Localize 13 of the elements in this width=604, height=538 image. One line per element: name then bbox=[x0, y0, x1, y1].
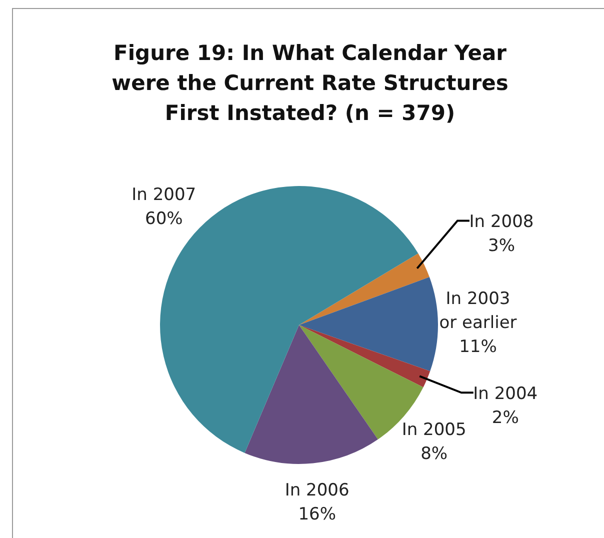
slice-label: In 2005 bbox=[402, 420, 466, 440]
slice-label: In 2003 or earlier bbox=[439, 289, 517, 334]
slice-label: In 2006 bbox=[284, 480, 350, 501]
data-label: 8% bbox=[420, 444, 448, 464]
slice-label: In 2008 bbox=[469, 212, 534, 232]
data-label: 60% bbox=[145, 208, 183, 229]
data-label: 3% bbox=[488, 236, 515, 256]
data-label: 2% bbox=[492, 408, 519, 428]
slice-label: In 2007 bbox=[132, 184, 196, 205]
chart-title: Figure 19: In What Calendar Year were the Current Rate Structures First Instated? (n = 379) bbox=[110, 40, 510, 127]
slice-label: In 2004 bbox=[473, 384, 538, 404]
data-label: 11% bbox=[459, 337, 497, 358]
data-label: 16% bbox=[298, 504, 336, 525]
